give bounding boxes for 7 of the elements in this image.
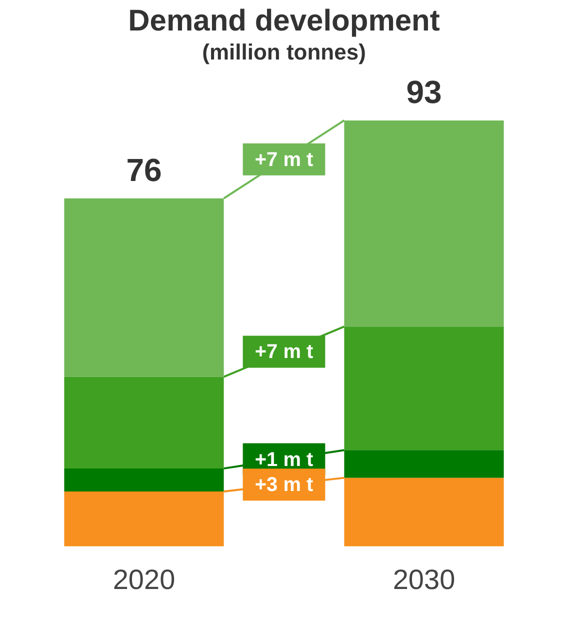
annotation: +7 m t: [254, 148, 314, 171]
chart-subtitle: (million tonnes): [202, 39, 366, 64]
annotation: 76: [126, 152, 162, 188]
x-tick-label: 2030: [392, 564, 456, 595]
annotation: 93: [406, 74, 442, 110]
chart-title: Demand development: [128, 4, 440, 38]
x-tick-label: 2020: [112, 564, 176, 595]
